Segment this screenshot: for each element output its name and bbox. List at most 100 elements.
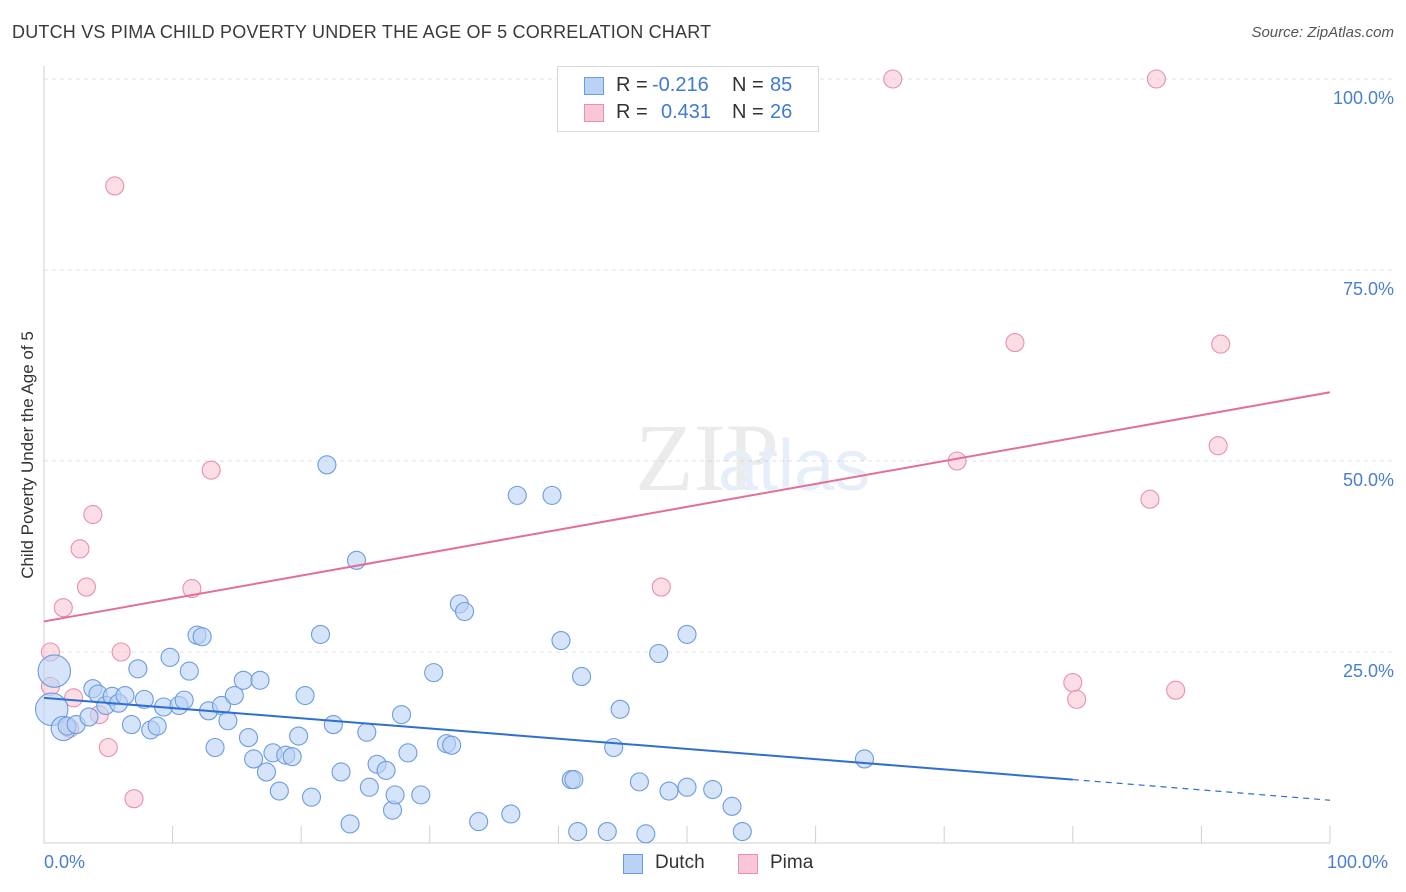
dutch-trend-line <box>43 696 1073 781</box>
pima-point <box>1166 680 1186 700</box>
dutch-point <box>398 743 418 763</box>
legend-n-label: N = <box>732 74 764 96</box>
dutch-point <box>147 716 167 736</box>
dutch-point <box>357 722 377 742</box>
dutch-point <box>564 770 584 790</box>
pima-point <box>70 539 90 559</box>
dutch-point <box>454 601 475 622</box>
dutch-point <box>385 785 405 805</box>
legend: R = -0.216 N = 85 R = 0.431 N = 26 <box>557 66 819 132</box>
dutch-point <box>391 705 412 725</box>
dutch-point <box>501 804 521 824</box>
pima-legend-label: Pima <box>770 852 814 873</box>
dutch-point <box>604 737 624 758</box>
pima-point <box>1067 689 1087 709</box>
grid-lines <box>44 78 1392 653</box>
y-tick-25: 25.0% <box>1342 661 1394 681</box>
dutch-point <box>256 762 277 782</box>
pima-point <box>98 737 118 758</box>
dutch-point <box>649 643 669 664</box>
pima-trend-line <box>43 391 1331 623</box>
dutch-point <box>340 814 360 834</box>
pima-point <box>1211 334 1231 354</box>
dutch-point <box>411 785 431 805</box>
legend-n-label: N = <box>732 101 764 123</box>
source-label: Source: ZipAtlas.com <box>1251 24 1394 41</box>
pima-point <box>64 688 84 708</box>
dutch-point <box>244 749 264 769</box>
pima-point <box>201 460 221 480</box>
dutch-point <box>282 747 302 767</box>
pima-point <box>1005 333 1025 353</box>
pima-point <box>1140 489 1160 509</box>
dutch-point <box>128 659 148 679</box>
dutch-point <box>610 699 630 719</box>
dutch-point <box>134 689 154 709</box>
x-tick-100: 100.0% <box>1327 852 1389 872</box>
dutch-point <box>224 685 244 706</box>
legend-n-value: 85 <box>770 74 793 96</box>
pima-point <box>947 451 967 471</box>
dutch-point <box>568 821 588 842</box>
dutch-point <box>722 796 742 816</box>
dutch-point <box>854 749 875 769</box>
pima-point <box>105 176 125 196</box>
legend-row-dutch: R = -0.216 N = 85 <box>558 74 818 100</box>
dutch-point <box>442 735 462 755</box>
dutch-point <box>551 630 571 651</box>
dutch-point <box>703 779 723 800</box>
dutch-point <box>205 737 225 758</box>
dutch-point <box>179 661 199 681</box>
dutch-swatch <box>584 77 604 95</box>
dutch-point <box>359 777 379 797</box>
pima-points <box>40 69 1231 809</box>
dutch-legend-swatch <box>623 854 643 874</box>
dutch-point <box>597 821 617 842</box>
pima-point <box>1208 436 1228 456</box>
dutch-point <box>115 685 135 706</box>
dutch-point <box>174 690 194 710</box>
dutch-point <box>79 707 99 727</box>
legend-r-value: 0.431 <box>661 101 712 123</box>
pima-legend-swatch <box>738 854 758 874</box>
y-tick-100: 100.0% <box>1332 88 1394 108</box>
pima-point <box>182 579 202 599</box>
dutch-point <box>376 760 396 780</box>
pima-point <box>111 642 131 662</box>
trend-lines <box>43 391 1331 801</box>
dutch-point <box>629 772 649 792</box>
dutch-point <box>218 711 238 731</box>
dutch-point <box>269 781 289 801</box>
dutch-point <box>37 654 72 688</box>
dutch-point <box>160 647 180 667</box>
chart-title: DUTCH VS PIMA CHILD POVERTY UNDER THE AG… <box>12 22 712 42</box>
dutch-point <box>317 455 337 475</box>
legend-n-value: 26 <box>770 101 793 123</box>
dutch-point <box>301 787 322 807</box>
y-tick-50: 50.0% <box>1342 470 1394 490</box>
dutch-trend-extension <box>1072 778 1331 801</box>
dutch-point <box>424 663 444 683</box>
dutch-points <box>34 455 875 844</box>
y-tick-75: 75.0% <box>1342 279 1394 299</box>
pima-point <box>124 789 144 809</box>
dutch-point <box>238 728 259 748</box>
dutch-point <box>677 777 697 797</box>
watermark: ZIP atlas <box>635 404 870 511</box>
dutch-point <box>571 666 592 686</box>
y-axis-label: Child Poverty Under the Age of 5 <box>18 331 37 579</box>
pima-point <box>883 69 903 89</box>
dutch-point <box>289 726 309 746</box>
dutch-point <box>469 812 489 832</box>
dutch-legend-label: Dutch <box>655 852 705 873</box>
legend-r-value: -0.216 <box>652 74 709 96</box>
dutch-point <box>250 670 270 690</box>
dutch-point <box>295 685 315 706</box>
dutch-point <box>310 624 331 644</box>
dutch-point <box>507 485 527 505</box>
watermark-atlas: atlas <box>718 426 870 506</box>
pima-swatch <box>584 104 604 122</box>
dutch-point <box>121 715 141 735</box>
dutch-point <box>677 624 697 644</box>
